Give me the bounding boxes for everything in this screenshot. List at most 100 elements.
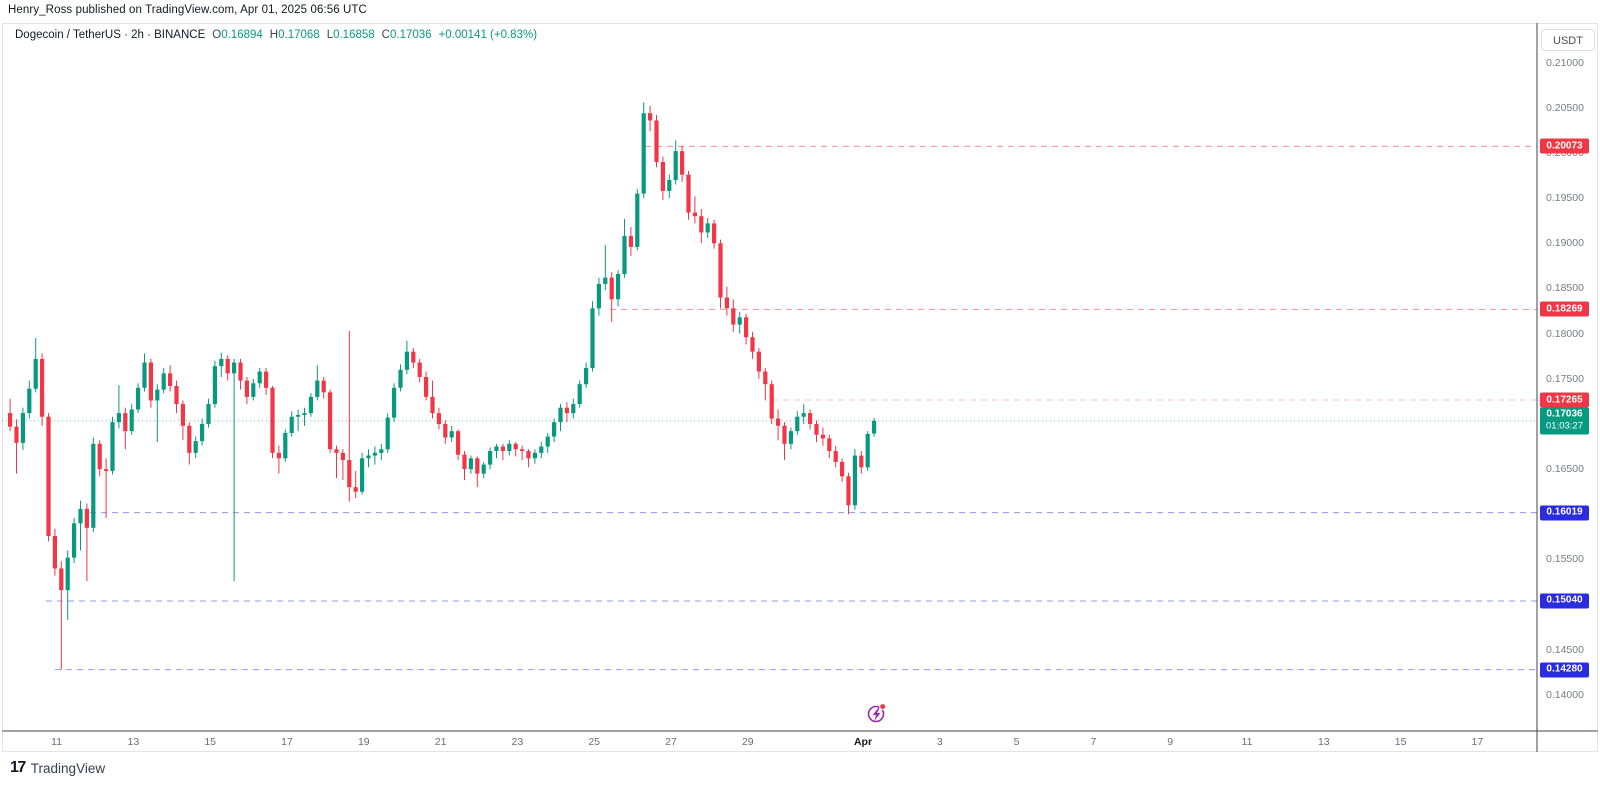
current-price-value: 0.17036 xyxy=(1546,408,1583,420)
time-tick-label: 19 xyxy=(357,736,370,748)
candle-body xyxy=(411,351,416,363)
time-tick-label: 11 xyxy=(51,736,63,748)
candle-body xyxy=(379,449,384,453)
candle-body xyxy=(513,443,518,450)
price-level-badge: 0.17265 xyxy=(1540,392,1589,408)
candle-body xyxy=(91,443,96,528)
candle-body xyxy=(385,417,390,450)
candle-body xyxy=(104,469,109,471)
candle-body xyxy=(750,337,755,352)
price-tick-label: 0.16500 xyxy=(1546,463,1584,476)
lightning-event-icon[interactable] xyxy=(867,703,887,723)
candle-body xyxy=(609,277,614,300)
candle-body xyxy=(398,369,403,388)
candle-body xyxy=(283,432,288,459)
price-tick-label: 0.21000 xyxy=(1546,56,1584,69)
candle-body xyxy=(596,283,601,309)
close-label: C xyxy=(381,29,390,41)
candle-body xyxy=(155,389,160,401)
time-tick-label: 11 xyxy=(1241,736,1253,748)
current-price-badge: 0.17036 01:03:27 xyxy=(1540,407,1589,435)
time-tick-label: 23 xyxy=(511,736,524,748)
candle-body xyxy=(65,557,70,591)
candle-body xyxy=(616,274,621,300)
candle-body xyxy=(756,351,761,372)
price-tick-label: 0.17500 xyxy=(1546,372,1584,385)
candle-body xyxy=(417,362,422,377)
candle-body xyxy=(699,216,704,233)
candle-body xyxy=(641,113,646,194)
candle-body xyxy=(27,388,32,414)
candle-body xyxy=(840,461,845,477)
high-value: 0.17068 xyxy=(278,29,320,41)
candle-body xyxy=(827,438,832,452)
candle-body xyxy=(148,362,153,401)
time-tick-label: 9 xyxy=(1167,736,1174,748)
candle-body xyxy=(584,367,589,385)
candle-body xyxy=(136,387,141,410)
candle-body xyxy=(219,358,224,367)
price-tick-label: 0.18000 xyxy=(1546,327,1584,340)
candle-body xyxy=(353,487,358,492)
candle-body xyxy=(97,443,102,470)
candle-body xyxy=(865,433,870,468)
candle-body xyxy=(507,443,512,452)
candle-body xyxy=(40,358,45,417)
candle-body xyxy=(193,441,198,453)
candle-body xyxy=(270,387,275,453)
symbol-title[interactable]: Dogecoin / TetherUS · 2h · BINANCE xyxy=(15,29,206,41)
footer-brand: 17 TradingView xyxy=(10,760,105,776)
candle-body xyxy=(289,416,294,433)
attribution-text: Henry_Ross published on TradingView.com,… xyxy=(8,4,367,16)
tradingview-logo-icon: 17 xyxy=(10,759,26,776)
candle-body xyxy=(795,416,800,432)
candle-body xyxy=(820,434,825,439)
candle-body xyxy=(776,418,781,426)
candle-body xyxy=(110,422,115,471)
candle-body xyxy=(84,508,89,528)
candle-body xyxy=(404,351,409,370)
candle-body xyxy=(296,414,301,417)
time-tick-label: 17 xyxy=(1471,736,1484,748)
candle-body xyxy=(564,407,569,414)
price-tick-label: 0.19500 xyxy=(1546,192,1584,205)
candle-body xyxy=(859,455,864,468)
candle-body xyxy=(686,174,691,213)
candle-body xyxy=(347,460,352,488)
candle-body xyxy=(78,508,83,524)
candle-body xyxy=(366,455,371,459)
candle-body xyxy=(628,236,633,247)
candle-body xyxy=(200,423,205,442)
candle-body xyxy=(571,404,576,414)
candle-body xyxy=(360,458,365,492)
candle-body xyxy=(436,413,441,424)
time-tick-label: 15 xyxy=(204,736,217,748)
tradingview-brand-name: TradingView xyxy=(30,760,106,776)
candle-body xyxy=(833,451,838,462)
price-tick-label: 0.15500 xyxy=(1546,553,1584,566)
candle-body xyxy=(801,413,806,417)
candle-body xyxy=(33,358,38,389)
candle-body xyxy=(737,317,742,325)
candle-body xyxy=(667,180,672,191)
candle-body xyxy=(635,193,640,247)
candle-body xyxy=(59,568,64,591)
chart-legend[interactable]: Dogecoin / TetherUS · 2h · BINANCE O0.168… xyxy=(15,29,537,41)
candle-body xyxy=(526,451,531,459)
price-tick-label: 0.14000 xyxy=(1546,688,1584,701)
candle-body xyxy=(763,371,768,385)
candle-body xyxy=(680,151,685,175)
candle-body xyxy=(539,446,544,453)
time-tick-label: Apr xyxy=(853,736,873,748)
candle-body xyxy=(174,386,179,405)
candle-body xyxy=(129,409,134,432)
candles-layer xyxy=(8,102,877,670)
candle-body xyxy=(142,362,147,388)
candle-body xyxy=(846,476,851,506)
candle-body xyxy=(545,436,550,447)
candle-body xyxy=(456,431,461,455)
candle-body xyxy=(622,236,627,275)
open-label: O xyxy=(212,29,222,41)
currency-toggle-button[interactable]: USDT xyxy=(1541,29,1595,51)
